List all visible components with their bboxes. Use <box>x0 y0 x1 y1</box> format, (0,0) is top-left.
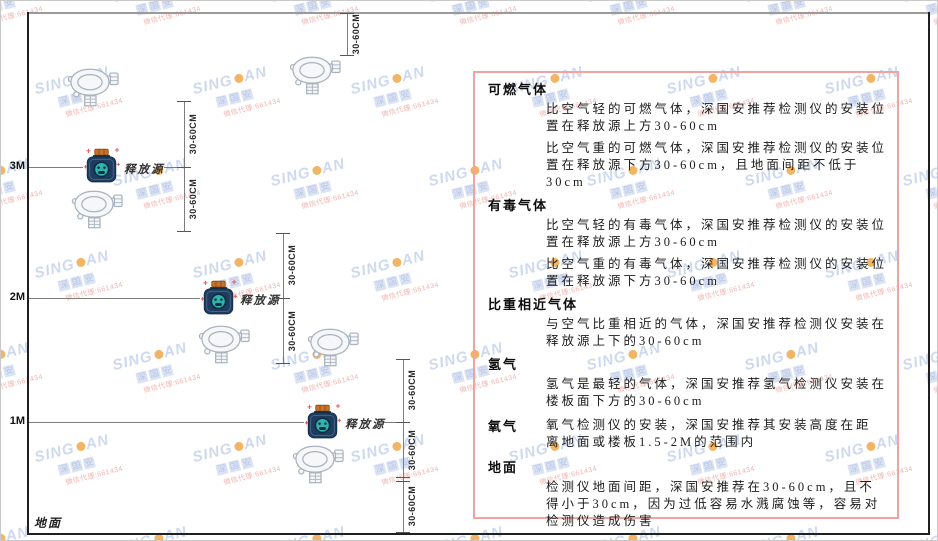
section-heading: 氢气 <box>488 357 519 372</box>
section-heading: 有毒气体 <box>488 198 549 213</box>
dimension-line <box>403 359 404 533</box>
dimension-tick <box>276 363 290 364</box>
section-heading: 比重相近气体 <box>488 297 579 312</box>
left-wall-line <box>27 12 29 535</box>
dimension-tick <box>396 359 410 360</box>
gas-detector-icon <box>67 67 119 108</box>
dimension-tick <box>340 55 354 56</box>
release-source-label: 释放源 <box>124 164 165 176</box>
section-flammable-gas: 可燃气体 比空气轻的可燃气体，深国安推荐检测仪的安装位置在释放源上方30-60c… <box>488 80 884 191</box>
level-line-3m <box>29 167 83 168</box>
dimension-label: 30-60CM <box>351 13 361 55</box>
section-paragraph: 检测仪地面间距，深国安推荐在30-60cm，且不得小于30cm，因为过低容易水溅… <box>546 480 881 528</box>
ground-label: 地面 <box>34 516 63 530</box>
section-paragraph: 比空气重的可燃气体，深国安推荐检测仪的安装位置在释放源下方30-60cm，且地面… <box>546 141 888 189</box>
release-source-icon <box>200 280 237 316</box>
dimension-label: 30-60CM <box>407 369 417 411</box>
dimension-label: 30-60CM <box>188 113 198 155</box>
dimension-tick <box>396 477 410 478</box>
source-connector-line <box>164 167 184 168</box>
section-paragraph: 比空气重的有毒气体，深国安推荐检测仪的安装位置在释放源下方30-60cm <box>546 257 888 288</box>
section-similar-density-gas: 比重相近气体 与空气比重相近的气体，深国安推荐检测仪安装在释放源上下的30-60… <box>488 295 884 350</box>
dimension-tick <box>276 233 290 234</box>
height-label-1m: 1M <box>9 415 25 427</box>
gas-detector-icon <box>307 327 359 368</box>
section-hydrogen: 氢气 氢气是最轻的气体，深国安推荐氢气检测仪安装在楼板面下方的30-60cm <box>488 355 884 410</box>
section-heading: 地面 <box>488 460 519 475</box>
dimension-tick <box>276 298 290 299</box>
dimension-label: 30-60CM <box>287 244 297 286</box>
release-source-label: 释放源 <box>240 295 281 307</box>
section-heading: 氧气 <box>488 419 519 434</box>
dimension-line <box>347 13 348 55</box>
release-source-icon <box>304 404 341 440</box>
section-oxygen: 氧气 氧气检测仪的安装，深国安推荐其安装高度在距离地面或楼板1.5-2M的范围内 <box>488 415 883 456</box>
source-connector-line <box>384 422 403 423</box>
dimension-tick <box>177 101 191 102</box>
release-source-label: 释放源 <box>345 419 386 431</box>
gas-detector-icon <box>292 444 344 485</box>
dimension-tick <box>396 422 410 423</box>
section-paragraph: 氢气是最轻的气体，深国安推荐氢气检测仪安装在楼板面下方的30-60cm <box>546 377 888 408</box>
dimension-tick <box>177 167 191 168</box>
dimension-tick <box>396 532 410 533</box>
level-line-1m <box>29 422 304 423</box>
release-source-icon <box>83 148 120 184</box>
dimension-tick <box>340 13 354 14</box>
dimension-label: 30-60CM <box>407 429 417 471</box>
dimension-label: 30-60CM <box>287 310 297 352</box>
gas-detector-icon <box>71 189 123 230</box>
ground-line <box>27 533 930 535</box>
section-paragraph: 比空气轻的有毒气体，深国安推荐检测仪的安装位置在释放源上方30-60cm <box>546 218 888 249</box>
dimension-line <box>184 101 185 231</box>
height-label-3m: 3M <box>9 160 25 172</box>
section-paragraph: 与空气比重相近的气体，深国安推荐检测仪安装在释放源上下的30-60cm <box>546 317 888 348</box>
section-heading: 可燃气体 <box>488 82 549 97</box>
dimension-tick <box>177 231 191 232</box>
dimension-label: 30-60CM <box>188 178 198 220</box>
right-wall-line <box>928 12 930 535</box>
section-toxic-gas: 有毒气体 比空气轻的有毒气体，深国安推荐检测仪的安装位置在释放源上方30-60c… <box>488 196 884 290</box>
gas-detector-icon <box>198 324 250 365</box>
installation-guide-panel: 可燃气体 比空气轻的可燃气体，深国安推荐检测仪的安装位置在释放源上方30-60c… <box>473 71 899 528</box>
level-line-2m <box>29 298 200 299</box>
dimension-label: 30-60CM <box>407 485 417 527</box>
dimension-tick <box>396 481 410 482</box>
gas-detector-icon <box>289 55 341 96</box>
section-paragraph: 比空气轻的可燃气体，深国安推荐检测仪的安装位置在释放源上方30-60cm <box>546 102 888 133</box>
section-paragraph: 氧气检测仪的安装，深国安推荐其安装高度在距离地面或楼板1.5-2M的范围内 <box>546 418 872 449</box>
section-ground: 地面 检测仪地面间距，深国安推荐在30-60cm，且不得小于30cm，因为过低容… <box>488 458 883 530</box>
height-label-2m: 2M <box>9 291 25 303</box>
ceiling-line <box>28 12 929 14</box>
